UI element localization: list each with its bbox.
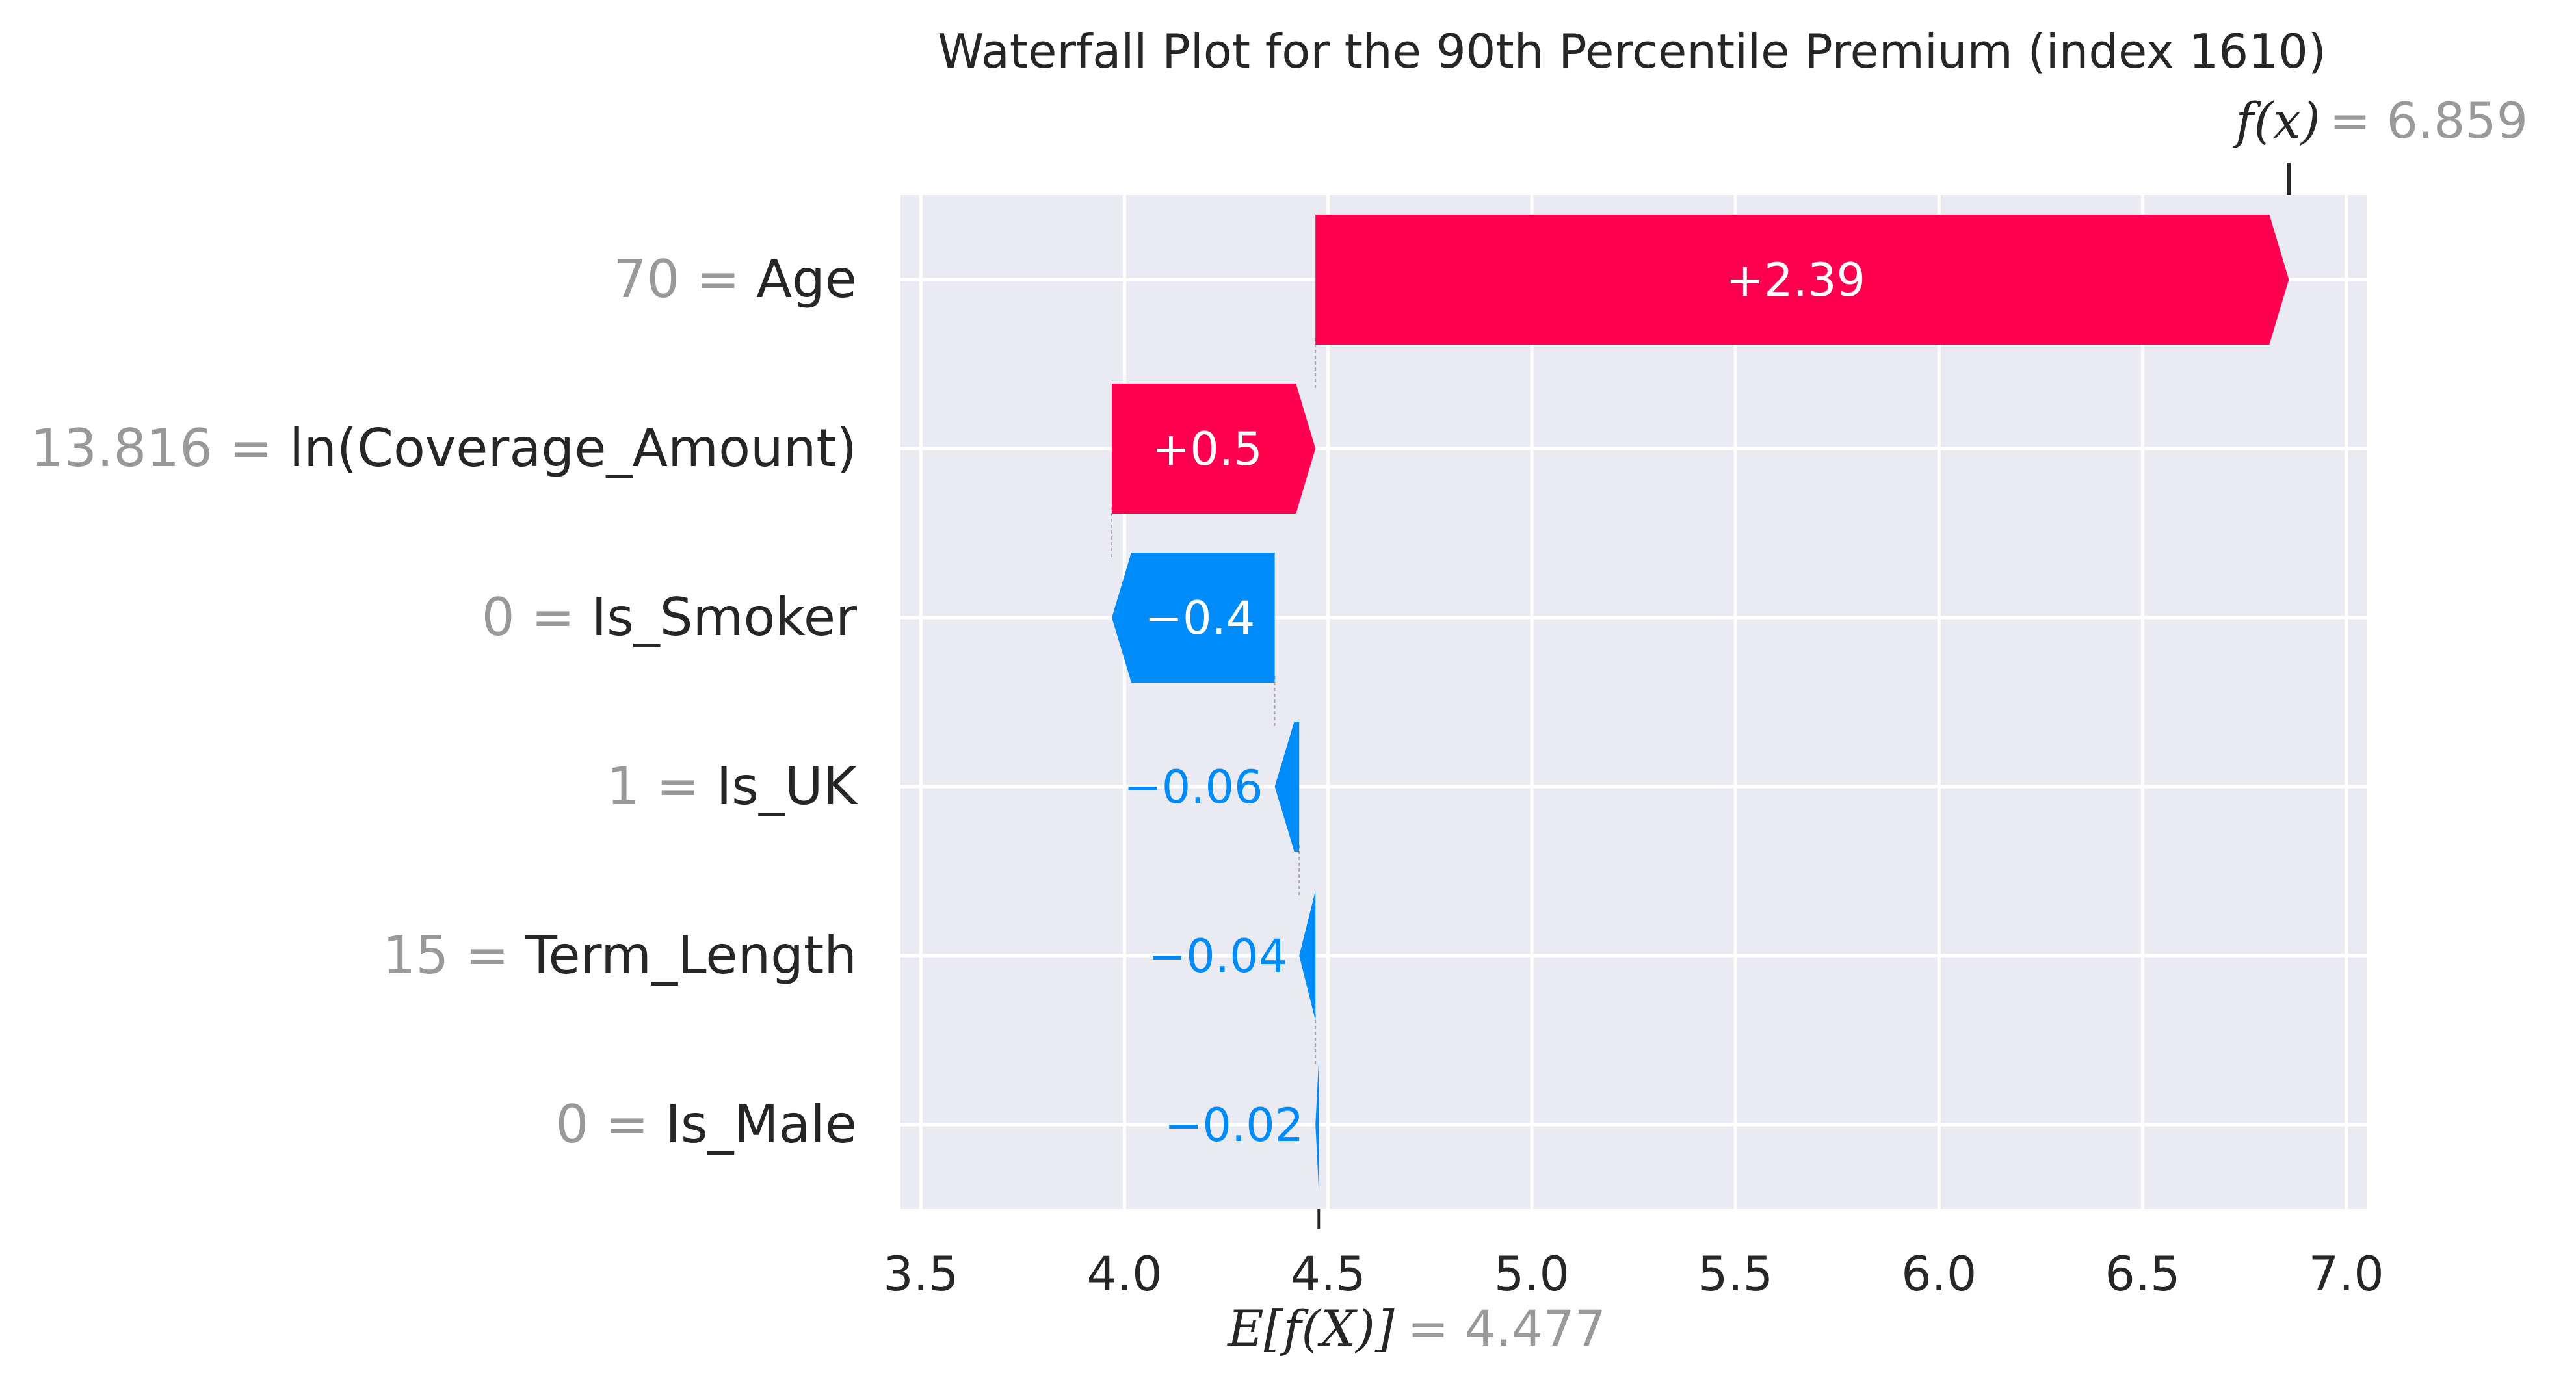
feature-value: 13.816 = bbox=[31, 418, 289, 478]
bar-label: −0.4 bbox=[1144, 592, 1255, 645]
feature-name: Is_Male bbox=[665, 1094, 857, 1155]
bar-label: −0.02 bbox=[1164, 1099, 1304, 1152]
y-axis-labels: 70 = Age 13.816 = ln(Coverage_Amount) 0 = … bbox=[31, 249, 858, 1155]
y-label: 1 = Is_UK bbox=[607, 756, 859, 816]
connector-lines bbox=[1111, 338, 1317, 1066]
annotations: f(x) = 6.859 E[f(X)] = 4.477 bbox=[1226, 92, 2528, 1357]
feature-value: 0 = bbox=[555, 1094, 665, 1155]
feature-value: 15 = bbox=[382, 925, 525, 986]
output-value-label: f(x) = 6.859 bbox=[2232, 92, 2528, 150]
bar-ln-coverage-amount- bbox=[1112, 384, 1316, 514]
feature-value: 0 = bbox=[482, 587, 592, 647]
y-label: 0 = Is_Smoker bbox=[482, 587, 857, 647]
feature-name: Is_Smoker bbox=[591, 587, 857, 647]
bar-age bbox=[1315, 215, 2289, 345]
x-tick-label: 6.5 bbox=[2105, 1247, 2180, 1302]
x-tick-label: 5.0 bbox=[1494, 1247, 1570, 1302]
bar-is-uk bbox=[1274, 722, 1300, 852]
x-tick-label: 3.5 bbox=[883, 1247, 958, 1302]
bar-term-length bbox=[1299, 891, 1316, 1021]
bar-label: +0.5 bbox=[1152, 423, 1263, 476]
feature-name: Age bbox=[756, 249, 857, 309]
base-value-label: E[f(X)] = 4.477 bbox=[1226, 1299, 1606, 1357]
x-tick-label: 4.0 bbox=[1086, 1247, 1162, 1302]
x-tick-label: 5.5 bbox=[1698, 1247, 1773, 1302]
y-label: 70 = Age bbox=[614, 249, 857, 309]
y-label: 13.816 = ln(Coverage_Amount) bbox=[31, 418, 857, 478]
bar-label: −0.04 bbox=[1148, 930, 1288, 983]
bar-label: +2.39 bbox=[1726, 254, 1866, 307]
feature-name: Term_Length bbox=[525, 925, 857, 986]
bar-is-smoker bbox=[1112, 553, 1275, 683]
x-tick-label: 7.0 bbox=[2309, 1247, 2384, 1302]
bar-is-male bbox=[1315, 1060, 1319, 1190]
base-value-symbol: E[f(X)] bbox=[1226, 1299, 1395, 1357]
bars: +2.39 +0.5 −0.4 −0.06 −0.04 −0.02 bbox=[1112, 215, 2289, 1190]
y-label: 15 = Term_Length bbox=[382, 925, 857, 986]
feature-value: 1 = bbox=[607, 756, 716, 816]
output-value-symbol: f(x) bbox=[2232, 92, 2320, 150]
bar-label: −0.06 bbox=[1124, 761, 1263, 814]
feature-value: 70 = bbox=[614, 249, 757, 309]
chart-title: Waterfall Plot for the 90th Percentile P… bbox=[938, 24, 2326, 79]
plot-area bbox=[900, 195, 2367, 1209]
x-tick-label: 6.0 bbox=[1901, 1247, 1977, 1302]
feature-name: Is_UK bbox=[716, 756, 859, 816]
y-label: 0 = Is_Male bbox=[555, 1094, 857, 1155]
x-tick-label: 4.5 bbox=[1291, 1247, 1366, 1302]
x-axis-ticks: 3.5 4.0 4.5 5.0 5.5 6.0 6.5 7.0 bbox=[883, 1247, 2384, 1302]
base-value-number: = 4.477 bbox=[1408, 1299, 1606, 1357]
output-value-number: = 6.859 bbox=[2330, 92, 2528, 150]
feature-name: ln(Coverage_Amount) bbox=[289, 418, 857, 478]
